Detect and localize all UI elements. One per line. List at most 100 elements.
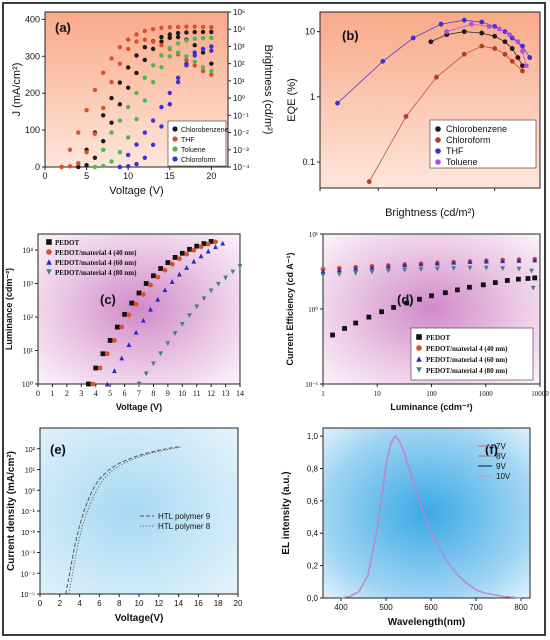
data-point (86, 381, 91, 387)
data-point (187, 246, 192, 252)
brightness-point (101, 113, 106, 118)
data-point (353, 270, 359, 276)
data-point (179, 250, 185, 256)
plot-area (37, 233, 241, 385)
legend-marker (416, 345, 422, 351)
y-tick-label: 1 (310, 92, 315, 102)
y-tick-label: 10² (23, 313, 34, 322)
brightness-point (76, 164, 81, 170)
legend-marker (46, 249, 52, 255)
data-point (454, 287, 460, 293)
j-point (159, 65, 164, 70)
brightness-point (184, 63, 189, 68)
brightness-point (109, 130, 114, 135)
data-point (520, 48, 525, 54)
x-tick-label: 5 (108, 389, 112, 398)
series-2 (320, 257, 538, 274)
data-point (100, 351, 106, 357)
data-point (191, 247, 197, 253)
data-point (342, 326, 347, 331)
legend-marker (435, 126, 441, 132)
figure-frame (2, 2, 546, 636)
data-point (143, 281, 149, 286)
panel-label: (b) (342, 28, 359, 43)
j-point (159, 124, 164, 129)
j-point (150, 46, 156, 52)
brightness-point (125, 104, 131, 110)
brightness-point (184, 24, 189, 29)
brightness-point (192, 53, 197, 58)
legend-label: Chlorobenzene (181, 127, 229, 134)
y-tick-label: 0,6 (307, 497, 319, 506)
y2-tick-label: 10² (233, 60, 245, 69)
data-point (165, 260, 171, 266)
series-2 (104, 240, 226, 387)
y2-axis-label: Brightness (cd/m²) (262, 45, 274, 135)
data-point (515, 39, 521, 45)
legend-marker (46, 239, 52, 245)
legend-label: 9V (496, 462, 506, 471)
brightness-point (175, 41, 181, 46)
data-point (151, 273, 156, 279)
data-point (213, 239, 218, 245)
y-tick-label: 10¹ (23, 346, 34, 355)
brightness-point (192, 24, 197, 29)
data-point (486, 24, 492, 29)
brightness-point (101, 70, 106, 75)
data-point (520, 63, 525, 69)
data-point (205, 241, 211, 247)
data-point (429, 293, 434, 299)
data-point (469, 21, 474, 27)
legend-label: Chlorobenzene (446, 124, 507, 134)
x-axis-label: Voltage (V) (116, 402, 162, 412)
brightness-point (125, 37, 131, 42)
j-point (142, 155, 148, 160)
j-point (159, 39, 164, 44)
data-point (418, 261, 424, 267)
brightness-point (84, 107, 89, 113)
x-tick-label: 11 (193, 389, 201, 398)
data-point (438, 21, 444, 27)
brightness-point (167, 90, 172, 96)
x-tick-label: 18 (214, 599, 223, 608)
data-point (385, 268, 391, 274)
data-point (172, 255, 178, 260)
data-point (467, 259, 473, 264)
j-point (117, 150, 123, 155)
j-point (200, 65, 206, 70)
x-tick-label: 0 (36, 389, 40, 398)
legend-marker (435, 159, 441, 165)
data-point (504, 278, 510, 283)
legend-label: THF (181, 137, 195, 144)
data-point (507, 32, 512, 38)
x-tick-label: 2 (65, 389, 69, 398)
legend-marker (172, 146, 178, 152)
brightness-point (175, 75, 181, 81)
y-tick-label: 10⁴ (22, 246, 33, 255)
j-point (200, 50, 206, 55)
x-tick-label: 12 (207, 389, 215, 398)
data-point (479, 30, 485, 36)
j-point (167, 54, 172, 59)
y-tick-label: 10⁰ (24, 487, 35, 495)
j-point (175, 50, 181, 55)
plot-area (39, 427, 239, 595)
j-point (175, 79, 181, 85)
x-tick-label: 14 (174, 599, 183, 608)
legend-marker (416, 356, 422, 362)
x-tick-label: 20 (206, 171, 216, 181)
j-point (84, 150, 89, 155)
data-point (320, 268, 326, 274)
panel-c-chart: 0 1 2 3 4 5 6 7 8 9 10 11 12 13 1410⁰10¹10²10³10⁴Volta… (4, 233, 244, 412)
data-point (520, 43, 525, 49)
y-tick-label: 0,4 (307, 529, 319, 538)
brightness-point (175, 24, 181, 30)
data-point (119, 324, 125, 330)
legend-label: PEDOT/material 4 (40 nm) (55, 249, 137, 257)
panel-label: (e) (50, 442, 66, 457)
brightness-point (209, 25, 214, 30)
y-tick-label: 0.1 (302, 157, 315, 167)
data-point (179, 322, 185, 327)
series-thf (59, 24, 214, 170)
x-tick-label: 1 (321, 390, 325, 398)
